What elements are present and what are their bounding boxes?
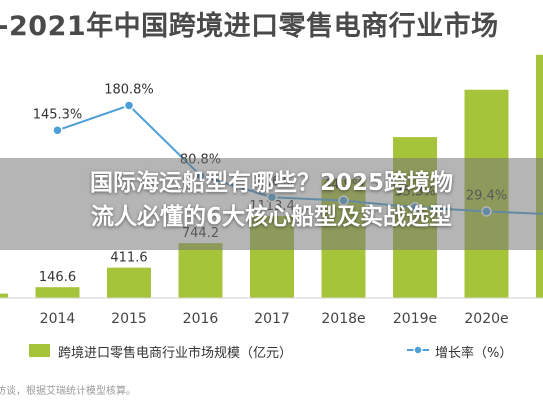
legend-bar-label: 跨境进口零售电商行业市场规模（亿元） bbox=[58, 346, 293, 361]
chart-title: 3-2021年中国跨境进口零售电商行业市场 bbox=[0, 11, 499, 42]
x-tick-label: 2014 bbox=[40, 311, 76, 327]
growth-point bbox=[123, 100, 135, 111]
x-tick-label: 2018e bbox=[321, 311, 365, 327]
headline-banner: 国际海运船型有哪些？2025跨境物 流人必懂的6大核心船型及实战选型 bbox=[0, 166, 543, 234]
x-tick-label: 2015 bbox=[111, 311, 147, 327]
bar-value-label: 411.6 bbox=[110, 251, 147, 266]
bar-2015 bbox=[107, 267, 151, 298]
x-tick-label: 2020e bbox=[464, 311, 508, 327]
x-tick-label: 2019e bbox=[393, 311, 437, 327]
legend-line-swatch bbox=[407, 345, 429, 355]
legend-bar-swatch bbox=[29, 344, 50, 357]
bar-value-label: 146.6 bbox=[39, 270, 76, 285]
growth-point bbox=[52, 125, 63, 136]
bar-2016 bbox=[178, 243, 223, 298]
legend-line-label: 增长率（%） bbox=[435, 346, 513, 361]
headline-overlay bbox=[0, 158, 543, 250]
x-tick-label: 2017 bbox=[254, 311, 290, 327]
headline-line-1: 国际海运船型有哪些？2025跨境物 bbox=[89, 170, 453, 196]
bar-3 bbox=[0, 293, 8, 298]
growth-label: 180.8% bbox=[104, 82, 154, 97]
source-note: 访谈，根据艾瑞统计模型核算。 bbox=[0, 386, 136, 397]
x-tick-label: 2016 bbox=[183, 311, 219, 327]
headline-line-2: 流人必懂的6大核心船型及实战选型 bbox=[90, 204, 452, 230]
growth-label: 145.3% bbox=[33, 107, 83, 122]
bar-2014 bbox=[35, 287, 80, 298]
